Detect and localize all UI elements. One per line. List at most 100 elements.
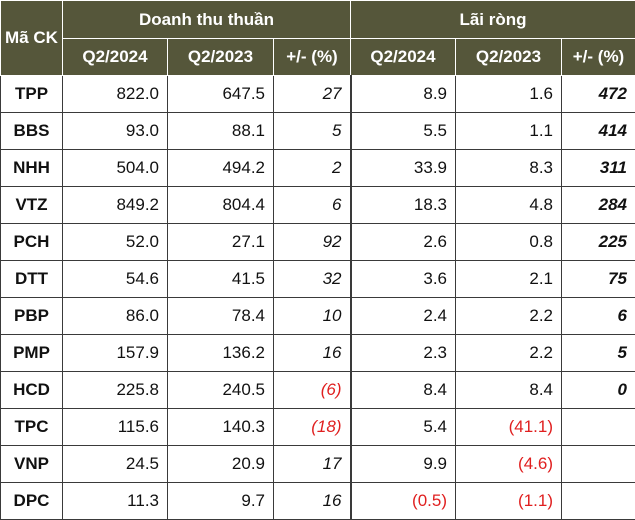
cell-profit-q2-2023: 8.4 — [456, 372, 562, 409]
cell-profit-change: 5 — [562, 335, 635, 372]
cell-revenue-q2-2024: 822.0 — [63, 76, 168, 113]
cell-revenue-q2-2023: 136.2 — [168, 335, 274, 372]
cell-revenue-q2-2023: 20.9 — [168, 446, 274, 483]
cell-revenue-q2-2024: 504.0 — [63, 150, 168, 187]
cell-ticker: HCD — [1, 372, 63, 409]
cell-revenue-q2-2024: 115.6 — [63, 409, 168, 446]
cell-profit-q2-2024: 5.4 — [351, 409, 456, 446]
cell-ticker: TPP — [1, 76, 63, 113]
cell-revenue-q2-2024: 11.3 — [63, 483, 168, 520]
header-revenue-q2-2023: Q2/2023 — [168, 39, 274, 76]
cell-profit-q2-2024: 8.9 — [351, 76, 456, 113]
cell-profit-q2-2023: 2.2 — [456, 298, 562, 335]
cell-revenue-change: 17 — [274, 446, 351, 483]
cell-revenue-change: 92 — [274, 224, 351, 261]
cell-profit-change: 311 — [562, 150, 635, 187]
cell-ticker: TPC — [1, 409, 63, 446]
cell-profit-change: 6 — [562, 298, 635, 335]
cell-ticker: DTT — [1, 261, 63, 298]
cell-profit-q2-2024: 18.3 — [351, 187, 456, 224]
cell-profit-q2-2023: 4.8 — [456, 187, 562, 224]
cell-profit-q2-2024: 5.5 — [351, 113, 456, 150]
cell-revenue-change: 6 — [274, 187, 351, 224]
cell-profit-change: 284 — [562, 187, 635, 224]
table-header: Mã CK Doanh thu thuần Lãi ròng Q2/2024 Q… — [1, 1, 635, 76]
cell-profit-change: 225 — [562, 224, 635, 261]
cell-revenue-q2-2023: 804.4 — [168, 187, 274, 224]
cell-revenue-q2-2023: 494.2 — [168, 150, 274, 187]
cell-profit-q2-2023: 1.6 — [456, 76, 562, 113]
cell-ticker: VTZ — [1, 187, 63, 224]
cell-profit-q2-2024: 8.4 — [351, 372, 456, 409]
cell-profit-q2-2024: 2.4 — [351, 298, 456, 335]
cell-profit-q2-2023: 0.8 — [456, 224, 562, 261]
cell-revenue-change: 5 — [274, 113, 351, 150]
header-revenue-q2-2024: Q2/2024 — [63, 39, 168, 76]
cell-profit-q2-2023: (41.1) — [456, 409, 562, 446]
cell-profit-q2-2023: (4.6) — [456, 446, 562, 483]
cell-revenue-q2-2023: 240.5 — [168, 372, 274, 409]
cell-ticker: DPC — [1, 483, 63, 520]
cell-profit-q2-2023: (1.1) — [456, 483, 562, 520]
header-group-net-profit: Lãi ròng — [351, 1, 635, 39]
cell-revenue-q2-2024: 24.5 — [63, 446, 168, 483]
cell-ticker: NHH — [1, 150, 63, 187]
cell-profit-q2-2024: 2.6 — [351, 224, 456, 261]
header-revenue-change: +/- (%) — [274, 39, 351, 76]
header-ticker: Mã CK — [1, 1, 63, 76]
cell-profit-change — [562, 483, 635, 520]
cell-ticker: PMP — [1, 335, 63, 372]
cell-revenue-q2-2023: 88.1 — [168, 113, 274, 150]
cell-profit-q2-2023: 2.1 — [456, 261, 562, 298]
cell-ticker: PCH — [1, 224, 63, 261]
header-profit-change: +/- (%) — [562, 39, 635, 76]
cell-revenue-q2-2024: 93.0 — [63, 113, 168, 150]
cell-profit-change: 75 — [562, 261, 635, 298]
cell-revenue-q2-2023: 27.1 — [168, 224, 274, 261]
cell-revenue-change: 27 — [274, 76, 351, 113]
cell-profit-q2-2024: (0.5) — [351, 483, 456, 520]
cell-revenue-q2-2024: 52.0 — [63, 224, 168, 261]
cell-ticker: BBS — [1, 113, 63, 150]
cell-revenue-q2-2023: 9.7 — [168, 483, 274, 520]
header-profit-q2-2024: Q2/2024 — [351, 39, 456, 76]
cell-revenue-q2-2024: 849.2 — [63, 187, 168, 224]
cell-profit-q2-2023: 8.3 — [456, 150, 562, 187]
header-profit-q2-2023: Q2/2023 — [456, 39, 562, 76]
cell-revenue-q2-2024: 54.6 — [63, 261, 168, 298]
cell-profit-q2-2024: 9.9 — [351, 446, 456, 483]
cell-revenue-change: 16 — [274, 335, 351, 372]
cell-profit-q2-2024: 2.3 — [351, 335, 456, 372]
cell-ticker: VNP — [1, 446, 63, 483]
cell-profit-q2-2023: 2.2 — [456, 335, 562, 372]
cell-revenue-change: 16 — [274, 483, 351, 520]
cell-profit-change: 0 — [562, 372, 635, 409]
cell-profit-change: 414 — [562, 113, 635, 150]
cell-revenue-change: 2 — [274, 150, 351, 187]
cell-profit-q2-2024: 3.6 — [351, 261, 456, 298]
cell-revenue-q2-2023: 41.5 — [168, 261, 274, 298]
cell-ticker: PBP — [1, 298, 63, 335]
cell-revenue-q2-2023: 140.3 — [168, 409, 274, 446]
cell-profit-change — [562, 446, 635, 483]
cell-revenue-q2-2023: 647.5 — [168, 76, 274, 113]
cell-revenue-change: 32 — [274, 261, 351, 298]
cell-revenue-change: (18) — [274, 409, 351, 446]
cell-profit-q2-2023: 1.1 — [456, 113, 562, 150]
cell-revenue-q2-2024: 225.8 — [63, 372, 168, 409]
cell-profit-q2-2024: 33.9 — [351, 150, 456, 187]
